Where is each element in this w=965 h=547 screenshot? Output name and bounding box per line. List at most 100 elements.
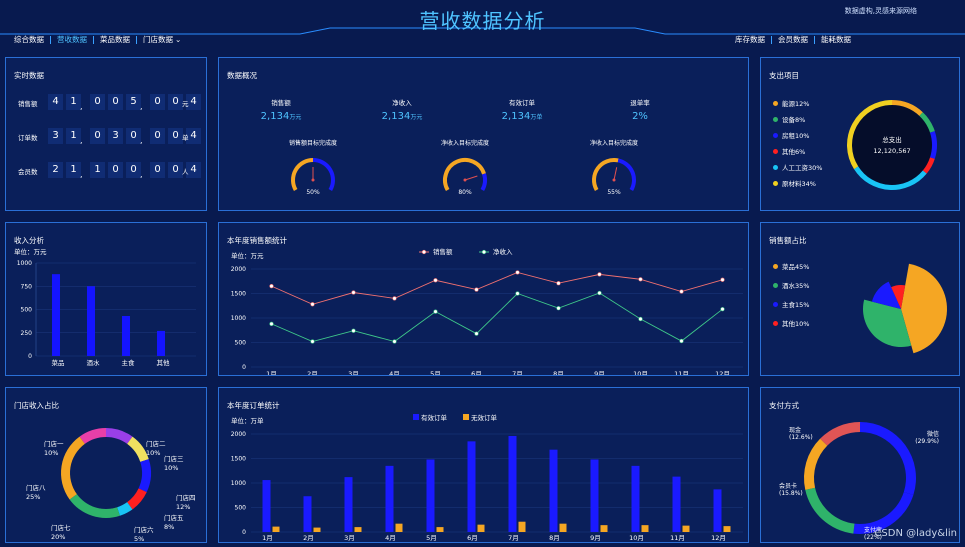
legend-dot-icon [773,148,778,154]
store-slice[interactable] [69,494,120,518]
data-point[interactable] [720,307,725,312]
share-slice[interactable] [901,263,947,354]
gauge-label: 净收入目标完成度 [440,140,489,147]
bar[interactable] [262,480,271,532]
data-point[interactable] [269,284,274,289]
legend-swatch [463,414,469,420]
store-slice[interactable] [127,488,147,510]
expense-slice[interactable] [930,131,937,159]
store-pct: 10% [146,449,160,457]
realtime-panel: 实时数据 销售额 4 1 0 0 5 0 0 4,, 元订单数 3 1 0 3 0 0 0 4,, 单会员数 2 1 1 0… [5,57,207,211]
nav-item-energy[interactable]: 能耗数据 [821,35,851,44]
store-slice[interactable] [127,436,149,462]
overview-panel: 数据概况 销售额 2,134万元 净收入 2,134万元 有效订单 2,134万单 退单率 2… [218,57,749,211]
bar[interactable] [590,459,599,532]
data-point[interactable] [474,287,479,292]
data-point[interactable] [474,331,479,336]
bar[interactable] [157,330,165,356]
payment-slice[interactable] [860,422,916,495]
legend-label[interactable]: 净收入 [493,247,513,256]
bar[interactable] [641,525,649,532]
share-slice[interactable] [891,285,906,309]
data-point[interactable] [679,338,684,344]
expense-slice[interactable] [854,166,927,190]
data-point[interactable] [433,278,438,283]
bar[interactable] [559,523,567,532]
expense-slice[interactable] [847,100,892,170]
bar[interactable] [426,459,435,532]
nav-item-overview[interactable]: 综合数据 [14,35,44,44]
series-line [271,292,723,343]
payment-slice[interactable] [853,491,914,534]
bar[interactable] [723,526,731,532]
bar[interactable] [682,525,690,532]
store-slice[interactable] [138,459,152,493]
data-point[interactable] [515,291,520,296]
nav-item-stores[interactable]: 门店数据 ⌄ [137,34,187,45]
store-slice[interactable] [79,428,106,444]
legend-label[interactable]: 无效订单 [471,413,498,422]
nav-item-revenue[interactable]: 营收数据 [57,35,87,44]
payment-slice[interactable] [820,422,860,446]
store-slice[interactable] [61,436,85,500]
nav-item-inventory[interactable]: 库存数据 [735,35,765,44]
bar[interactable] [272,526,280,532]
data-point[interactable] [269,321,274,326]
x-tick-label: 10月 [629,534,644,542]
payment-pct: (12.6%) [789,434,813,441]
legend-label[interactable]: 销售额 [433,247,453,256]
data-point[interactable] [392,339,397,344]
overview-title: 数据概况 [227,71,257,80]
bar[interactable] [436,527,444,532]
data-point[interactable] [597,290,602,296]
expense-slice[interactable] [922,157,935,174]
store-slice[interactable] [106,428,133,444]
nav-item-members[interactable]: 会员数据 [778,35,808,44]
bar[interactable] [600,525,608,532]
bar[interactable] [313,527,321,532]
data-point[interactable] [433,309,438,314]
legend-label[interactable]: 有效订单 [421,413,448,422]
data-point[interactable] [556,281,561,286]
nav-item-dishes[interactable]: 菜品数据 [100,35,130,44]
bar[interactable] [713,489,722,532]
bar[interactable] [354,527,362,532]
data-point[interactable] [638,316,643,322]
bar[interactable] [467,441,476,532]
y-tick-label: 500 [235,505,247,512]
data-point[interactable] [351,290,356,295]
data-point[interactable] [351,328,356,333]
bar[interactable] [52,274,60,356]
bar[interactable] [518,521,526,532]
bar[interactable] [87,286,95,356]
data-point[interactable] [638,277,643,282]
expense-slice[interactable] [892,100,923,116]
bar[interactable] [672,476,681,532]
payment-slice[interactable] [805,487,855,534]
store-slice[interactable] [117,502,133,516]
realtime-digit: 3 [108,128,123,144]
bar[interactable] [508,435,517,532]
bar[interactable] [303,496,312,532]
bar[interactable] [477,524,485,532]
y-tick-label: 1000 [231,315,246,322]
payment-slice[interactable] [804,438,828,490]
bar[interactable] [122,316,130,356]
realtime-digit: 1 [66,94,81,110]
data-point[interactable] [720,277,725,282]
expense-slice[interactable] [919,112,935,133]
share-slice[interactable] [871,281,901,309]
data-point[interactable] [310,302,315,307]
bar[interactable] [631,465,640,532]
data-point[interactable] [679,289,684,294]
data-point[interactable] [515,270,520,275]
bar[interactable] [395,523,403,532]
data-point[interactable] [310,339,315,344]
data-point[interactable] [597,272,602,277]
bar[interactable] [549,449,558,532]
bar[interactable] [344,477,353,532]
data-point[interactable] [556,306,561,311]
share-slice[interactable] [863,299,912,347]
bar[interactable] [385,465,394,532]
data-point[interactable] [392,296,397,301]
